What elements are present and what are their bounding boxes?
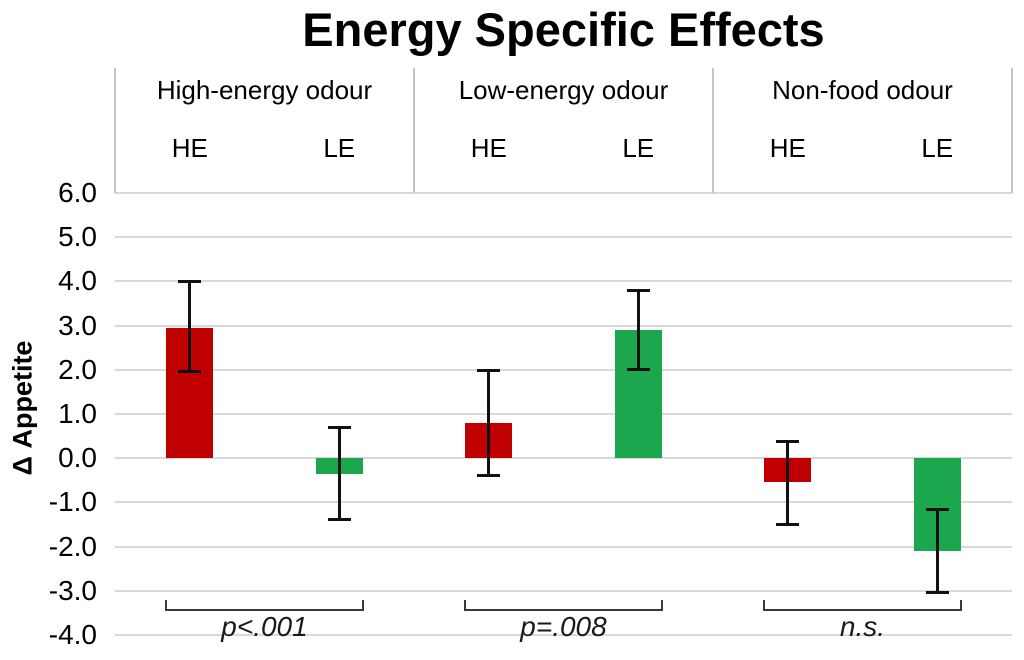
header-divider [413,68,415,193]
gridline [115,545,1012,548]
error-bar-cap-bottom [477,473,501,477]
error-bar-line [935,509,939,593]
significance-bracket-tick-right [361,600,364,610]
significance-label: p=.008 [520,611,607,642]
y-tick-label: 2.0 [58,353,97,385]
gridline [115,501,1012,504]
y-tick-label: -1.0 [48,486,97,518]
gridline [115,589,1012,592]
error-bar-cap-bottom [327,518,351,522]
error-bar-cap-top [776,439,800,443]
y-tick-label: 1.0 [58,398,97,429]
error-bar-line [636,290,640,370]
y-tick-label: 3.0 [58,309,97,341]
error-bar-cap-bottom [925,591,949,594]
y-tick-label: 4.0 [58,265,97,297]
significance-bracket [763,609,962,611]
error-bar-line [487,369,491,476]
y-tick-label: 6.0 [58,177,97,208]
y-tick-label: 0.0 [58,442,97,474]
gridline [115,280,1012,283]
error-bar-cap-bottom [626,367,650,371]
gridline [115,324,1012,327]
error-bar-cap-top [178,280,202,284]
bar-sublabel: HE [769,133,806,163]
header-divider [1011,68,1013,193]
gridline [115,192,1012,194]
significance-bracket [464,609,663,611]
y-tick-label: -4.0 [48,619,97,650]
gridline [115,236,1012,239]
significance-bracket-tick-left [165,600,168,610]
gridline [115,368,1012,371]
significance-label: n.s. [839,611,886,642]
error-bar-cap-bottom [178,370,202,373]
error-bar-cap-top [327,426,351,430]
significance-bracket-tick-right [959,600,962,610]
y-tick-label: 5.0 [58,221,97,253]
significance-label: p<.001 [221,611,308,642]
header-divider [712,68,714,193]
significance-bracket [165,609,364,611]
error-bar-cap-top [626,289,650,293]
error-bar-line [337,427,341,521]
significance-bracket-tick-left [763,600,766,610]
error-bar-cap-bottom [776,522,800,526]
bar-sublabel: LE [622,133,655,163]
error-bar-cap-top [477,368,501,372]
group-label: High-energy odour [156,75,373,105]
gridline [115,413,1012,415]
bar-sublabel: LE [323,133,356,163]
header-divider [114,68,116,193]
group-label: Non-food odour [772,75,953,105]
y-tick-label: -2.0 [48,530,97,562]
chart-title: Energy Specific Effects [302,3,825,56]
error-bar-cap-top [925,508,949,512]
bar-sublabel: HE [470,133,507,163]
gridline [115,634,1012,636]
gridline [115,457,1012,460]
group-label: Low-energy odour [458,75,669,105]
significance-bracket-tick-left [464,600,467,610]
bar-sublabel: LE [921,133,954,163]
bar-sublabel: HE [171,133,208,163]
error-bar-line [188,281,192,372]
significance-bracket-tick-right [660,600,663,610]
error-bar-line [786,440,790,525]
y-tick-label: -3.0 [48,574,97,606]
